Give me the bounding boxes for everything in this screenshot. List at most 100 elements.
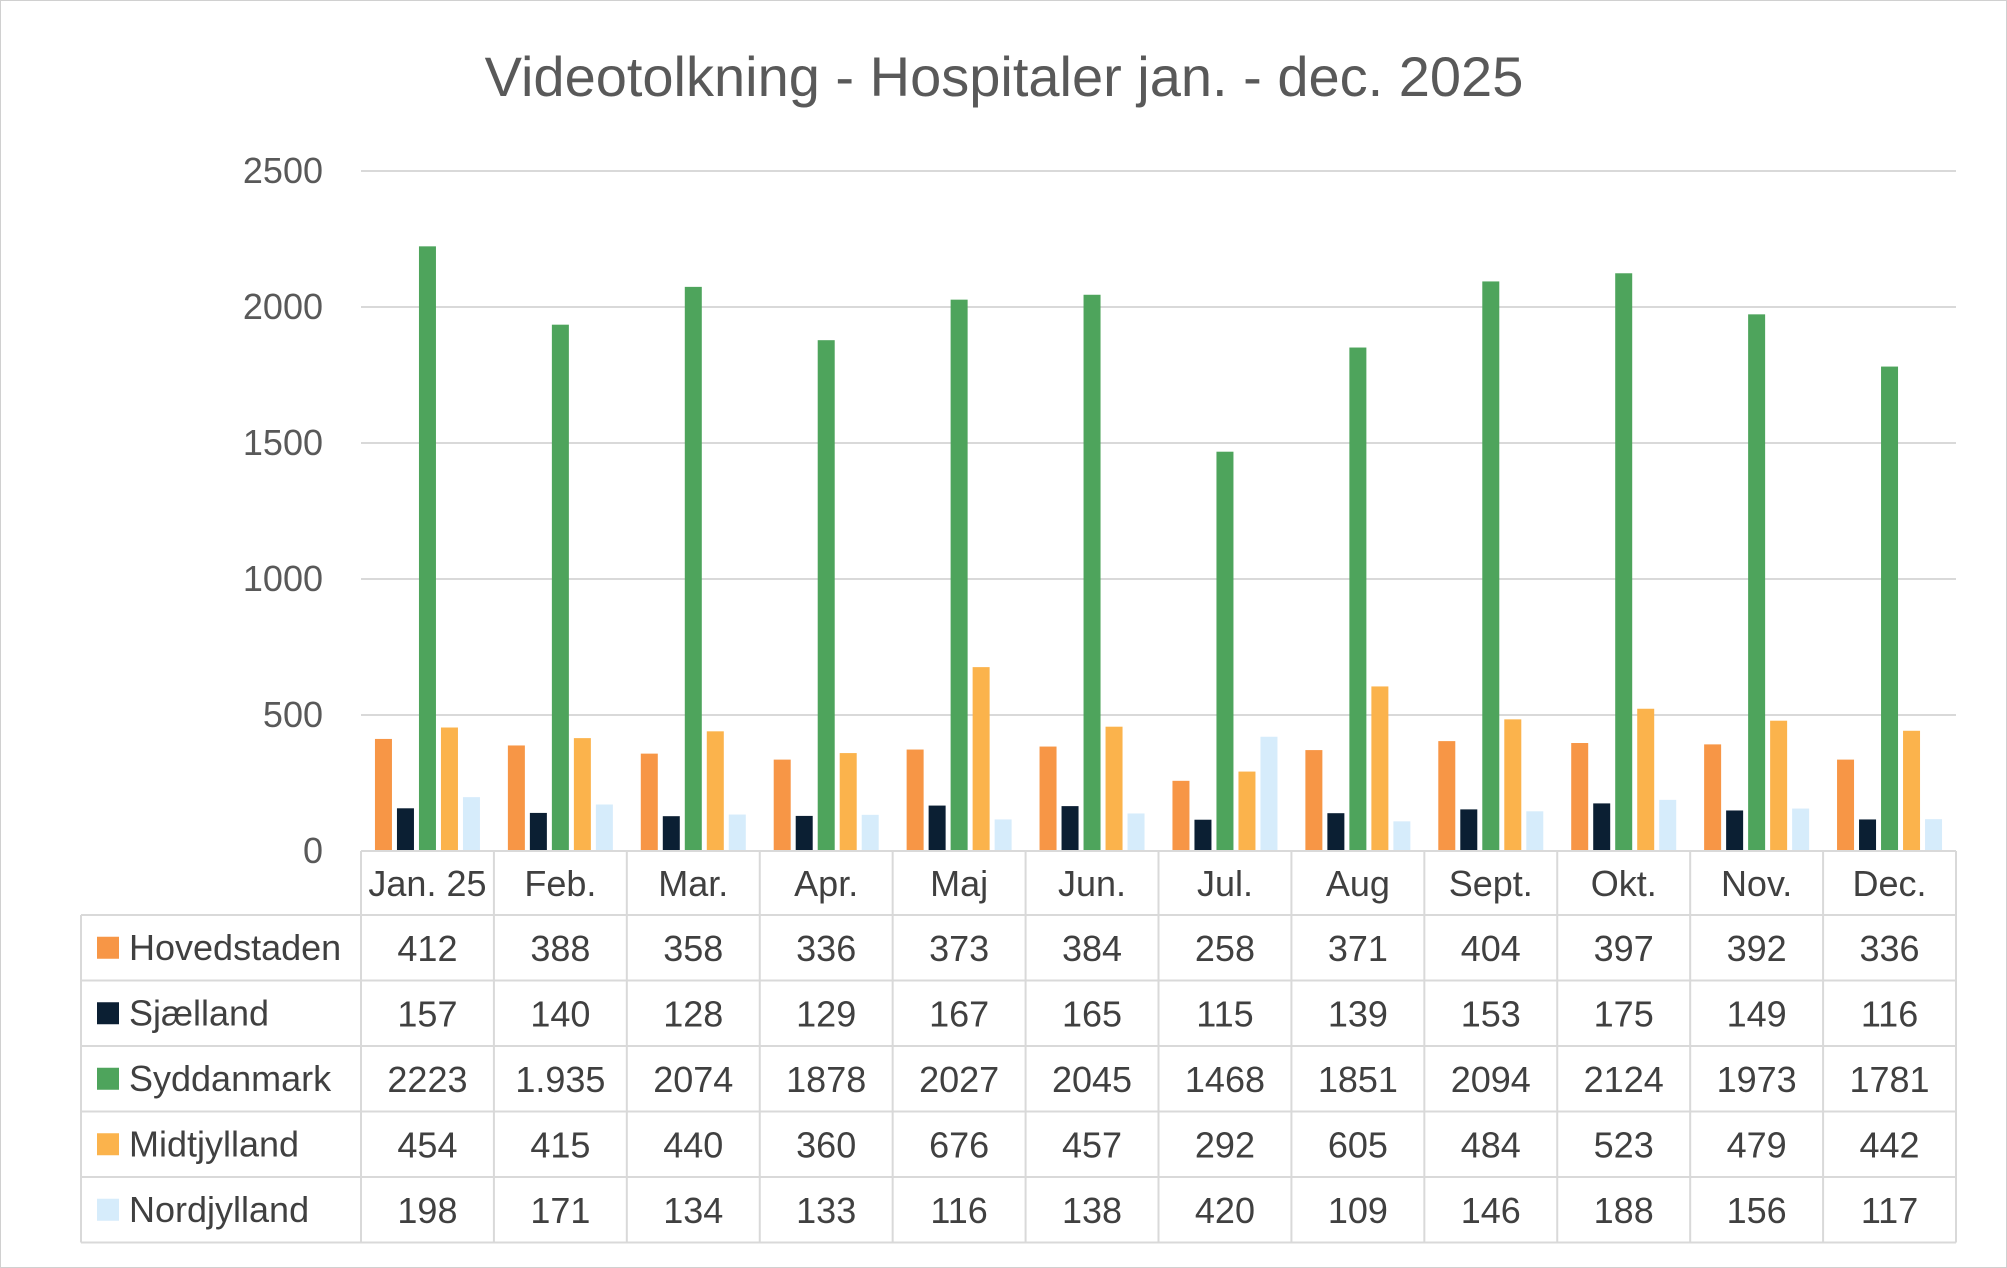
bar-syddanmark-3: [817, 340, 835, 851]
bar-hovedstaden-11: [1837, 759, 1855, 851]
bar-hovedstaden-5: [1039, 746, 1057, 851]
data-label: 175: [1594, 993, 1654, 1034]
data-label: 117: [1861, 1190, 1918, 1231]
category-label: Mar.: [658, 863, 728, 904]
category-label: Aug: [1326, 863, 1390, 904]
bar-syddanmark-11: [1881, 366, 1899, 851]
bar-sjælland-4: [928, 805, 946, 851]
bar-midtjylland-2: [706, 731, 724, 851]
bar-nordjylland-5: [1127, 813, 1145, 851]
data-label: 140: [530, 993, 590, 1034]
bar-hovedstaden-3: [773, 759, 791, 851]
bar-hovedstaden-7: [1305, 750, 1323, 851]
bar-nordjylland-0: [462, 797, 480, 851]
category-label: Apr.: [794, 863, 858, 904]
category-label: Feb.: [524, 863, 596, 904]
data-label: 153: [1461, 993, 1521, 1034]
bar-nordjylland-7: [1393, 821, 1411, 851]
bar-midtjylland-11: [1903, 730, 1921, 851]
data-label: 2094: [1451, 1059, 1531, 1100]
data-label: 139: [1328, 993, 1388, 1034]
data-label: 404: [1461, 928, 1521, 969]
bar-hovedstaden-10: [1704, 744, 1722, 851]
data-label: 1.935: [515, 1059, 605, 1100]
legend-swatch: [97, 1067, 119, 1090]
data-label: 442: [1860, 1124, 1920, 1165]
bar-hovedstaden-2: [640, 753, 658, 851]
bar-syddanmark-0: [418, 246, 436, 851]
data-label: 138: [1062, 1190, 1122, 1231]
bar-syddanmark-4: [950, 299, 968, 851]
y-tick-label: 500: [263, 694, 323, 735]
data-label: 156: [1727, 1190, 1787, 1231]
data-label: 523: [1594, 1124, 1654, 1165]
legend-label: Hovedstaden: [129, 927, 341, 968]
y-tick-label: 2500: [243, 150, 323, 191]
bar-midtjylland-0: [440, 727, 458, 851]
y-tick-label: 1500: [243, 422, 323, 463]
data-label: 484: [1461, 1124, 1521, 1165]
data-label: 397: [1594, 928, 1654, 969]
category-label: Dec.: [1853, 863, 1927, 904]
y-axis-ticks: 0 500 1000 1500 2000 2500: [243, 150, 323, 871]
y-tick-label: 2000: [243, 286, 323, 327]
legend-swatch: [97, 936, 119, 959]
data-label: 258: [1195, 928, 1255, 969]
data-table: Jan. 25 Feb. Mar. Apr. Maj Jun. Jul. Aug Sept. Ok…: [80, 850, 1957, 1244]
data-label: 116: [1861, 993, 1918, 1034]
bar-sjælland-11: [1859, 819, 1877, 851]
gridlines: [361, 170, 1956, 716]
data-label: 605: [1328, 1124, 1388, 1165]
legend-swatch: [97, 1133, 119, 1156]
data-label: 388: [530, 928, 590, 969]
data-label: 412: [397, 928, 457, 969]
y-tick-label: 0: [303, 830, 323, 871]
y-tick-label: 1000: [243, 558, 323, 599]
data-label: 198: [397, 1190, 457, 1231]
data-label: 358: [663, 928, 723, 969]
legend-swatch: [97, 1198, 119, 1221]
category-label: Jan. 25: [368, 863, 486, 904]
data-label: 371: [1328, 928, 1388, 969]
bar-nordjylland-8: [1526, 811, 1544, 851]
data-label: 128: [663, 993, 723, 1034]
data-label: 157: [397, 993, 457, 1034]
bar-hovedstaden-6: [1172, 780, 1190, 851]
data-label: 129: [796, 993, 856, 1034]
bar-syddanmark-8: [1482, 281, 1500, 851]
data-label: 336: [1860, 928, 1920, 969]
data-label: 420: [1195, 1190, 1255, 1231]
data-label: 2074: [653, 1059, 733, 1100]
data-label: 133: [796, 1190, 856, 1231]
category-label: Sept.: [1449, 863, 1533, 904]
data-label: 2124: [1584, 1059, 1664, 1100]
bar-midtjylland-8: [1504, 719, 1522, 851]
bar-syddanmark-9: [1615, 273, 1633, 852]
bar-midtjylland-9: [1637, 708, 1655, 851]
bar-sjælland-2: [662, 816, 680, 851]
bar-sjælland-9: [1593, 803, 1611, 851]
data-label: 1973: [1717, 1059, 1797, 1100]
data-label: 1878: [786, 1059, 866, 1100]
data-label: 384: [1062, 928, 1122, 969]
bar-sjælland-7: [1327, 813, 1345, 851]
data-label: 2045: [1052, 1059, 1132, 1100]
bar-midtjylland-5: [1105, 726, 1123, 851]
data-label: 360: [796, 1124, 856, 1165]
bar-hovedstaden-4: [906, 749, 924, 851]
bar-nordjylland-10: [1792, 808, 1810, 851]
data-label: 2027: [919, 1059, 999, 1100]
data-label: 292: [1195, 1124, 1255, 1165]
category-label: Okt.: [1591, 863, 1657, 904]
legend-label: Syddanmark: [129, 1058, 332, 1099]
data-label: 134: [663, 1190, 723, 1231]
data-label: 415: [530, 1124, 590, 1165]
data-label: 167: [929, 993, 989, 1034]
category-label: Jul.: [1197, 863, 1253, 904]
bar-midtjylland-4: [972, 667, 990, 851]
category-label: Nov.: [1721, 863, 1792, 904]
bar-sjælland-1: [529, 812, 547, 851]
bar-nordjylland-9: [1659, 799, 1677, 851]
bar-hovedstaden-8: [1438, 741, 1456, 851]
